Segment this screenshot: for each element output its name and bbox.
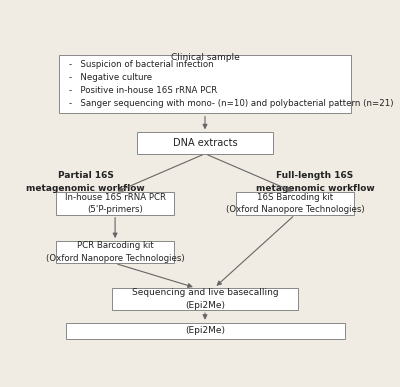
Text: Partial 16S
metagenomic workflow: Partial 16S metagenomic workflow [26,171,145,193]
Text: Clinical sample: Clinical sample [171,53,239,62]
FancyBboxPatch shape [137,132,273,154]
FancyBboxPatch shape [59,55,351,113]
Text: -   Sanger sequencing with mono- (n=10) and polybacterial pattern (n=21): - Sanger sequencing with mono- (n=10) an… [69,99,393,108]
FancyBboxPatch shape [56,192,174,215]
Text: Full-length 16S
metagenomic workflow: Full-length 16S metagenomic workflow [256,171,374,193]
Text: (Epi2Me): (Epi2Me) [185,326,225,336]
FancyBboxPatch shape [66,323,344,339]
FancyBboxPatch shape [112,288,298,310]
FancyBboxPatch shape [56,241,174,264]
Text: -   Positive in-house 16S rRNA PCR: - Positive in-house 16S rRNA PCR [69,86,217,95]
Text: In-house 16S rRNA PCR
(5'P-primers): In-house 16S rRNA PCR (5'P-primers) [64,193,166,214]
Text: Sequencing and live basecalling
(Epi2Me): Sequencing and live basecalling (Epi2Me) [132,288,278,310]
Text: 16S Barcoding kit
(Oxford Nanopore Technologies): 16S Barcoding kit (Oxford Nanopore Techn… [226,193,364,214]
FancyBboxPatch shape [236,192,354,215]
Text: DNA extracts: DNA extracts [173,138,237,148]
Text: PCR Barcoding kit
(Oxford Nanopore Technologies): PCR Barcoding kit (Oxford Nanopore Techn… [46,241,184,263]
Text: -   Suspicion of bacterial infection: - Suspicion of bacterial infection [69,60,213,69]
Text: -   Negative culture: - Negative culture [69,73,152,82]
